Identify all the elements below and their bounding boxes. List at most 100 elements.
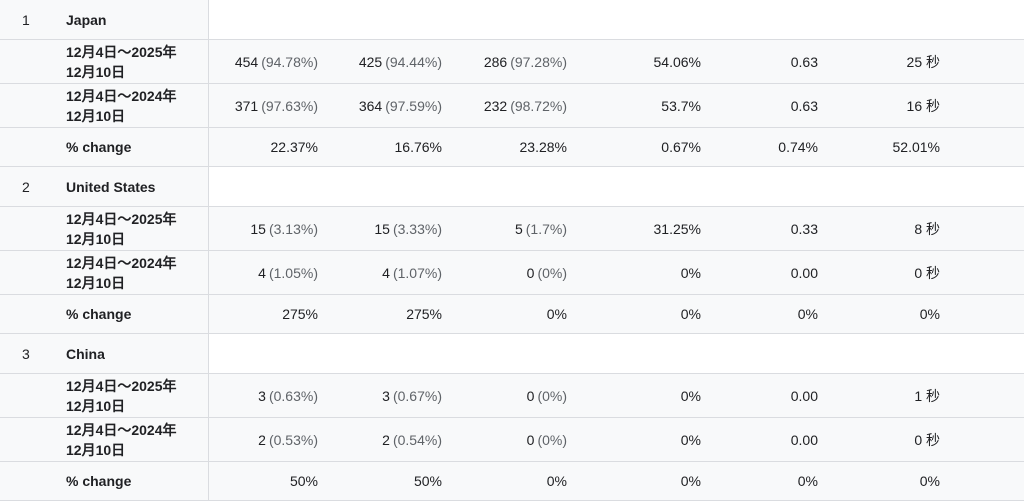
empty-metric-area xyxy=(209,167,1024,206)
country-header-row[interactable]: 3 China xyxy=(0,334,1024,374)
change-cell-1: 275% xyxy=(282,306,318,322)
metric-cell-4: 53.7% xyxy=(661,97,701,114)
row-label-cell xyxy=(0,128,209,166)
change-cell-3: 0% xyxy=(546,306,567,322)
date-line-1: 12月4日～2025年 xyxy=(66,210,177,227)
metric-value: 2 xyxy=(382,431,390,448)
country-header-row[interactable]: 1 Japan xyxy=(0,0,1024,40)
change-cell-5: 0% xyxy=(797,306,818,322)
metric-value: 0 xyxy=(526,387,535,404)
country-header-row[interactable]: 2 United States xyxy=(0,167,1024,207)
empty-metric-area xyxy=(209,334,1024,373)
metric-value: 3 xyxy=(258,387,266,404)
metric-cell-1: 15 (3.13%) xyxy=(250,207,318,250)
metric-value: 5 xyxy=(514,220,523,237)
change-cell-4: 0% xyxy=(680,306,701,322)
change-cell-1: 50% xyxy=(289,473,318,489)
metric-cell-5: 0.63 xyxy=(790,97,818,114)
metric-value: 15 xyxy=(250,220,266,237)
rank-number: 3 xyxy=(22,345,30,362)
date-line-2: 12月10日 xyxy=(66,441,126,458)
date-line-1: 12月4日～2024年 xyxy=(66,87,177,104)
change-cell-2: 50% xyxy=(413,473,442,489)
change-cell-4: 0.67% xyxy=(661,139,701,155)
change-cell-5: 0.74% xyxy=(778,139,818,155)
metric-cell-6: 16 秒 xyxy=(906,97,940,114)
metric-share: (0.54%) xyxy=(392,431,442,448)
rank-number: 2 xyxy=(22,178,30,195)
metric-cell-1: 4 (1.05%) xyxy=(258,251,318,294)
metric-cell-4: 0% xyxy=(680,264,701,281)
metric-share: (0.67%) xyxy=(392,387,442,404)
metric-value: 371 xyxy=(234,97,259,114)
row-label-cell xyxy=(0,374,209,417)
date-range-row: 12月4日～2024年 12月10日 2 (0.53%) 2 (0.54%) 0 (0… xyxy=(0,418,1024,462)
metric-cell-2: 425 (94.44%) xyxy=(359,40,442,83)
metric-value: 454 xyxy=(234,53,259,70)
date-range-row: 12月4日～2024年 12月10日 4 (1.05%) 4 (1.07%) 0 (0… xyxy=(0,251,1024,295)
metric-cell-5: 0.00 xyxy=(790,387,818,404)
metric-share: (3.33%) xyxy=(392,220,442,237)
metric-value: 364 xyxy=(358,97,383,114)
metric-share: (97.59%) xyxy=(385,97,442,114)
date-range-label: 12月4日～2025年 12月10日 xyxy=(66,207,177,250)
date-line-2: 12月10日 xyxy=(66,397,126,414)
metric-share: (0%) xyxy=(537,264,567,281)
metric-share: (1.7%) xyxy=(525,220,567,237)
metric-value: 0 xyxy=(526,431,535,448)
country-name[interactable]: China xyxy=(66,345,105,362)
row-label-cell xyxy=(0,418,209,461)
row-label-cell xyxy=(0,167,209,206)
metric-cell-2: 4 (1.07%) xyxy=(382,251,442,294)
metric-value: 286 xyxy=(483,53,508,70)
metric-value: 425 xyxy=(358,53,383,70)
metric-share: (0%) xyxy=(537,431,567,448)
change-cell-1: 22.37% xyxy=(270,139,318,155)
metric-cell-4: 31.25% xyxy=(653,220,701,237)
change-cell-4: 0% xyxy=(680,473,701,489)
metric-cell-1: 454 (94.78%) xyxy=(235,40,318,83)
percent-change-row: % change 275% 275% 0% 0% 0% 0% xyxy=(0,295,1024,334)
metric-cell-3: 0 (0%) xyxy=(527,374,567,417)
country-name[interactable]: United States xyxy=(66,178,156,195)
metric-cell-3: 286 (97.28%) xyxy=(484,40,567,83)
date-line-2: 12月10日 xyxy=(66,274,126,291)
change-cell-3: 0% xyxy=(546,473,567,489)
row-label-cell xyxy=(0,84,209,127)
row-label-cell xyxy=(0,462,209,500)
metric-cell-4: 0% xyxy=(680,387,701,404)
metric-cell-4: 54.06% xyxy=(653,53,701,70)
change-cell-3: 23.28% xyxy=(519,139,567,155)
metric-share: (94.44%) xyxy=(385,53,442,70)
date-range-label: 12月4日～2024年 12月10日 xyxy=(66,251,177,294)
metric-value: 232 xyxy=(483,97,508,114)
date-line-2: 12月10日 xyxy=(66,63,126,80)
metric-cell-2: 15 (3.33%) xyxy=(374,207,442,250)
row-label-cell xyxy=(0,0,209,39)
metric-cell-6: 0 秒 xyxy=(914,264,940,281)
metric-value: 15 xyxy=(374,220,390,237)
metric-cell-5: 0.33 xyxy=(790,220,818,237)
percent-change-row: % change 22.37% 16.76% 23.28% 0.67% 0.74… xyxy=(0,128,1024,167)
metric-share: (98.72%) xyxy=(510,97,567,114)
metric-cell-4: 0% xyxy=(680,431,701,448)
change-cell-2: 16.76% xyxy=(394,139,442,155)
metric-cell-6: 0 秒 xyxy=(914,431,940,448)
metric-cell-6: 25 秒 xyxy=(906,53,940,70)
metric-cell-2: 2 (0.54%) xyxy=(382,418,442,461)
change-cell-5: 0% xyxy=(797,473,818,489)
country-name[interactable]: Japan xyxy=(66,11,107,28)
metric-value: 4 xyxy=(258,264,266,281)
empty-metric-area xyxy=(209,0,1024,39)
date-range-label: 12月4日～2025年 12月10日 xyxy=(66,40,177,83)
percent-change-label: % change xyxy=(66,473,132,489)
percent-change-row: % change 50% 50% 0% 0% 0% 0% xyxy=(0,462,1024,501)
metric-value: 2 xyxy=(258,431,266,448)
date-line-1: 12月4日～2025年 xyxy=(66,43,177,60)
date-line-2: 12月10日 xyxy=(66,230,126,247)
metric-share: (0.63%) xyxy=(268,387,318,404)
date-range-label: 12月4日～2024年 12月10日 xyxy=(66,84,177,127)
metric-cell-3: 0 (0%) xyxy=(527,418,567,461)
metric-cell-6: 8 秒 xyxy=(914,220,940,237)
